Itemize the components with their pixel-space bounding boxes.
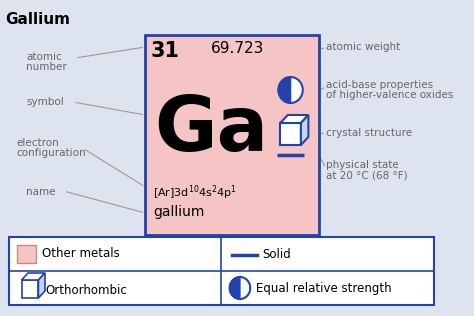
Text: acid-base properties: acid-base properties	[326, 80, 433, 90]
Text: gallium: gallium	[153, 205, 204, 219]
FancyBboxPatch shape	[21, 280, 38, 298]
Wedge shape	[229, 277, 240, 299]
Circle shape	[278, 77, 303, 103]
Text: Solid: Solid	[263, 248, 291, 261]
Text: of higher-valence oxides: of higher-valence oxides	[326, 90, 454, 100]
Text: 31: 31	[151, 41, 180, 61]
FancyBboxPatch shape	[17, 245, 36, 263]
Polygon shape	[301, 115, 309, 145]
Text: name: name	[26, 187, 56, 197]
FancyBboxPatch shape	[145, 35, 319, 235]
FancyBboxPatch shape	[280, 123, 301, 145]
Text: at 20 °C (68 °F): at 20 °C (68 °F)	[326, 170, 408, 180]
Text: Equal relative strength: Equal relative strength	[256, 282, 392, 295]
Text: $\mathregular{[Ar]3d^{10}4s^24p^1}$: $\mathregular{[Ar]3d^{10}4s^24p^1}$	[153, 183, 237, 202]
Text: symbol: symbol	[26, 97, 64, 107]
FancyBboxPatch shape	[9, 237, 434, 305]
Text: crystal structure: crystal structure	[326, 128, 412, 138]
Circle shape	[229, 277, 250, 299]
Wedge shape	[278, 77, 291, 103]
Polygon shape	[38, 273, 45, 298]
Text: Orthorhombic: Orthorhombic	[45, 284, 127, 297]
Polygon shape	[280, 115, 309, 123]
Text: physical state: physical state	[326, 160, 399, 170]
Text: atomic: atomic	[26, 52, 62, 62]
Text: Other metals: Other metals	[42, 247, 120, 260]
Text: Gallium: Gallium	[6, 12, 71, 27]
Text: electron: electron	[17, 138, 60, 148]
Text: number: number	[26, 62, 67, 72]
Text: Ga: Ga	[155, 93, 269, 167]
Text: atomic weight: atomic weight	[326, 42, 401, 52]
Text: configuration: configuration	[17, 148, 86, 158]
Text: 69.723: 69.723	[211, 41, 264, 56]
Polygon shape	[21, 273, 45, 280]
